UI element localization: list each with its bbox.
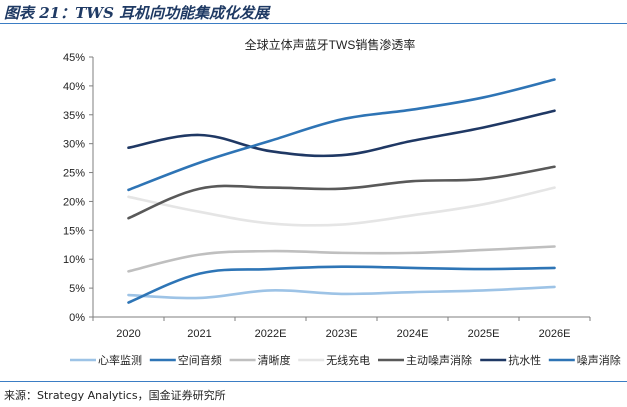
legend-label: 噪声消除: [577, 353, 621, 367]
y-tick-label: 35%: [63, 110, 85, 122]
legend-label: 无线充电: [326, 353, 370, 367]
line-chart: 全球立体声蓝牙TWS销售渗透率 0% 5% 10% 15% 20% 25% 30% 35% 40…: [63, 37, 621, 367]
chart-title: 全球立体声蓝牙TWS销售渗透率: [245, 37, 416, 52]
series-line-3: [127, 245, 556, 273]
series-line-1: [127, 285, 556, 300]
legend-label: 主动噪声消除: [406, 353, 472, 367]
x-tick-label: 2022E: [255, 328, 287, 340]
x-tick-label: 2026E: [539, 328, 571, 340]
y-tick-label: 25%: [63, 168, 85, 180]
series-line-4: [127, 186, 556, 227]
legend-label: 抗水性: [508, 353, 541, 367]
series-line-7: [127, 78, 556, 192]
figure-header: 图表 21：TWS 耳机向功能集成化发展: [0, 0, 627, 24]
y-tick-label: 20%: [63, 196, 85, 208]
x-tick-label: 2020: [116, 328, 140, 340]
x-tick-label: 2023E: [326, 328, 358, 340]
chart-container: 全球立体声蓝牙TWS销售渗透率 0% 5% 10% 15% 20% 25% 30% 35% 40…: [0, 26, 627, 381]
y-tick-label: 45%: [63, 52, 85, 64]
y-tick-label: 15%: [63, 225, 85, 237]
legend-label: 清晰度: [258, 353, 291, 367]
y-tick-label: 10%: [63, 254, 85, 266]
series-lines: [127, 78, 556, 304]
figure-title: 图表 21：TWS 耳机向功能集成化发展: [4, 4, 270, 22]
x-tick-label: 2025E: [468, 328, 500, 340]
series-line-6: [127, 109, 556, 158]
y-tick-label: 0%: [69, 312, 85, 324]
chart-legend: 心率监测 空间音频 清晰度 无线充电 主动噪声消除 抗水性 噪声消除: [70, 353, 621, 367]
x-tick-label: 2024E: [397, 328, 429, 340]
series-line-5: [127, 165, 556, 220]
series-line-2: [127, 265, 556, 304]
y-tick-label: 40%: [63, 81, 85, 93]
legend-label: 空间音频: [178, 353, 222, 367]
y-tick-label: 30%: [63, 139, 85, 151]
chart-axes: 0% 5% 10% 15% 20% 25% 30% 35% 40% 45% 2020 2021 2022…: [63, 52, 591, 340]
y-tick-label: 5%: [69, 283, 85, 295]
source-note: 来源：Strategy Analytics，国金证券研究所: [4, 389, 226, 402]
x-tick-label: 2021: [187, 328, 211, 340]
legend-label: 心率监测: [98, 353, 142, 367]
figure-footer: 来源：Strategy Analytics，国金证券研究所: [0, 381, 627, 407]
